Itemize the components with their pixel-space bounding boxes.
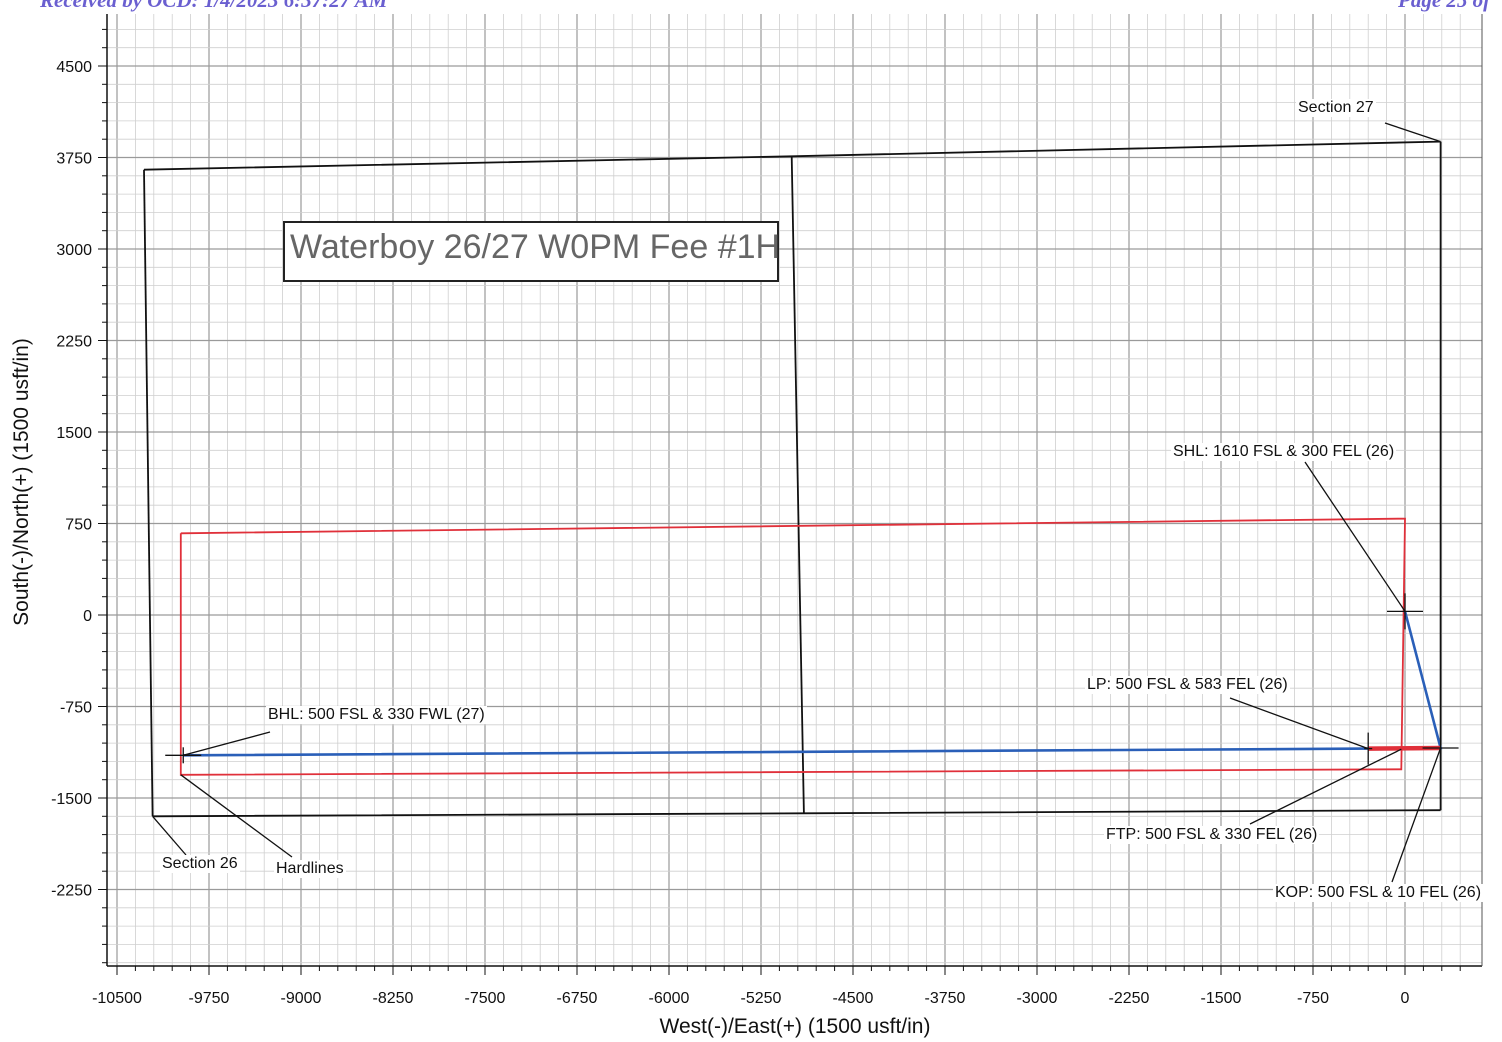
y-tick-label: 750 — [65, 517, 92, 534]
x-tick-label: -9750 — [189, 990, 230, 1007]
y-tick-label: -1500 — [51, 791, 92, 808]
axes: -10500 -9750 -9000 -8250 -7500 -6750 -6000 -525… — [51, 14, 1483, 1007]
y-tick-label: -750 — [60, 700, 92, 717]
grid — [107, 14, 1482, 966]
annotation-leaders — [152, 122, 1442, 883]
chart-title: Waterboy 26/27 W0PM Fee #1H — [290, 228, 781, 266]
received-header: Received by OCD: 1/4/2023 6:37:27 AM — [40, 0, 388, 12]
y-tick-label: 4500 — [56, 59, 92, 76]
label-kop: KOP: 500 FSL & 10 FEL (26) — [1273, 884, 1484, 902]
leader-line — [183, 731, 271, 756]
page-number-header: Page 25 of — [1398, 0, 1491, 12]
label-section-27: Section 27 — [1296, 99, 1376, 117]
y-axis-label: South(-)/North(+) (1500 usft/in) — [10, 338, 33, 626]
x-tick-label: -1500 — [1201, 990, 1242, 1007]
leader-line — [180, 774, 293, 858]
hardlines-polygon — [179, 517, 1406, 776]
x-tick-label: -9000 — [281, 990, 322, 1007]
leader-line — [1304, 461, 1406, 612]
x-tick-label: -750 — [1297, 990, 1329, 1007]
y-tick-label: 0 — [83, 608, 92, 625]
y-tick-label: 3000 — [56, 242, 92, 259]
x-axis-label: West(-)/East(+) (1500 usft/in) — [659, 1015, 931, 1038]
section-line — [143, 169, 154, 817]
x-tick-label: -3750 — [925, 990, 966, 1007]
x-tick-label: -6750 — [557, 990, 598, 1007]
leader-line — [1391, 747, 1442, 883]
x-tick-label: -7500 — [465, 990, 506, 1007]
section-line — [790, 156, 805, 814]
y-tick-label: 3750 — [56, 151, 92, 168]
label-section-26: Section 26 — [160, 855, 240, 873]
x-tick-label: -5250 — [741, 990, 782, 1007]
y-tick-label: 2250 — [56, 334, 92, 351]
label-hardlines: Hardlines — [274, 860, 346, 878]
x-tick-label: -6000 — [649, 990, 690, 1007]
x-tick-label: -3000 — [1017, 990, 1058, 1007]
x-tick-label: -4500 — [833, 990, 874, 1007]
chart-title-box — [283, 221, 779, 282]
section-line — [152, 809, 1441, 818]
y-tick-label: 1500 — [56, 425, 92, 442]
x-tick-label: 0 — [1401, 990, 1410, 1007]
leader-line — [1249, 748, 1402, 825]
y-tick-label: -2250 — [51, 883, 92, 900]
label-ftp: FTP: 500 FSL & 330 FEL (26) — [1104, 826, 1320, 844]
label-shl: SHL: 1610 FSL & 300 FEL (26) — [1171, 443, 1397, 461]
label-bhl: BHL: 500 FSL & 330 FWL (27) — [266, 706, 487, 724]
leader-line — [1384, 122, 1441, 143]
x-tick-label: -10500 — [92, 990, 142, 1007]
leader-line — [152, 815, 187, 856]
leader-line — [1229, 697, 1369, 750]
series — [143, 140, 1459, 818]
x-tick-label: -8250 — [373, 990, 414, 1007]
x-tick-label: -2250 — [1109, 990, 1150, 1007]
label-lp: LP: 500 FSL & 583 FEL (26) — [1085, 676, 1290, 694]
